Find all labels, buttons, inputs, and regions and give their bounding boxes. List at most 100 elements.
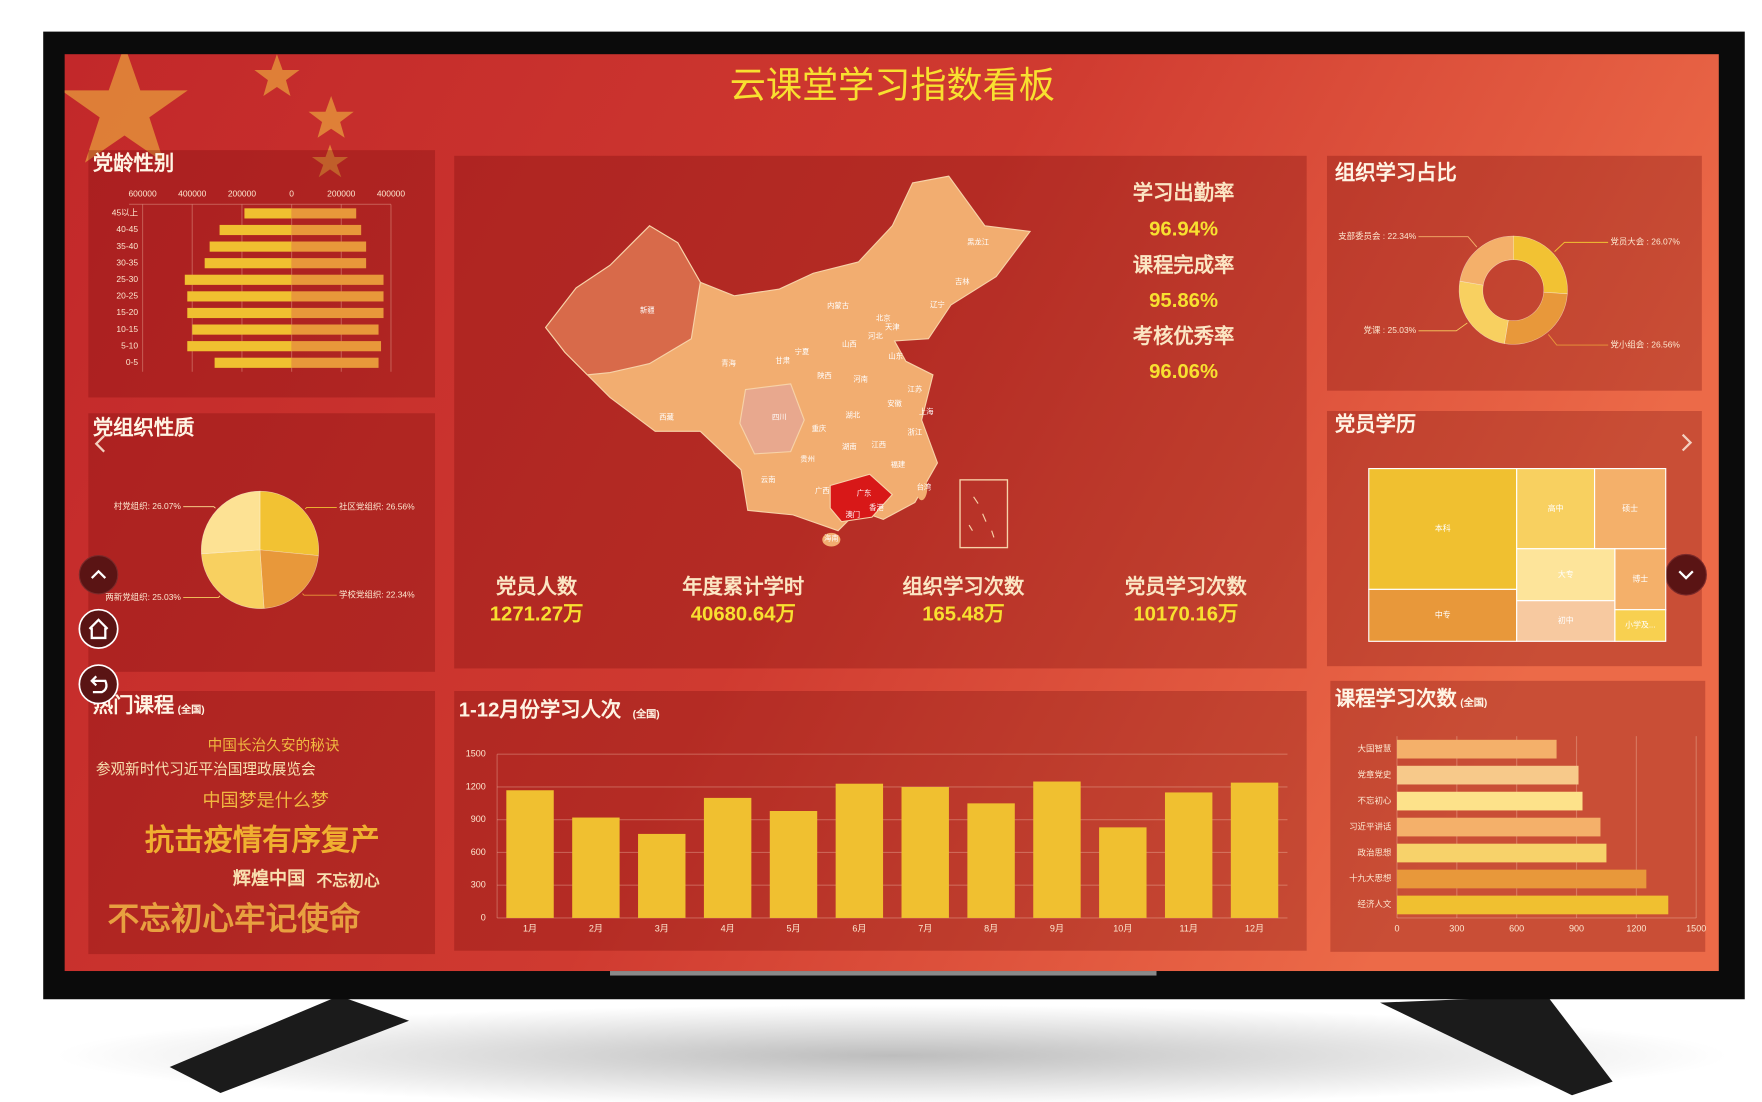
- province-label: 西藏: [659, 413, 674, 422]
- treemap-label: 小学及...: [1625, 620, 1655, 630]
- hot-word: 中国长治久安的秘诀: [208, 737, 340, 754]
- x-tick-label: 1500: [1686, 924, 1706, 934]
- x-tick-label: 9月: [1050, 924, 1064, 934]
- bar: [184, 274, 292, 285]
- bar: [1099, 827, 1147, 918]
- tv-stand-right: [1380, 995, 1613, 1096]
- treemap-cell: [1516, 468, 1596, 550]
- kpi-value: 96.06%: [1149, 361, 1218, 383]
- bar: [244, 208, 292, 219]
- panel-title: 党员学历: [1335, 412, 1416, 436]
- kpi-label: 考核优秀率: [1133, 324, 1235, 348]
- next-arrow[interactable]: [1681, 433, 1693, 452]
- x-tick-label: 400000: [377, 188, 406, 198]
- scroll-up-button[interactable]: [78, 554, 119, 595]
- x-tick-label: 12月: [1245, 924, 1264, 934]
- panel-subtitle: (全国): [1460, 696, 1487, 709]
- pie-slice: [259, 490, 319, 556]
- icon-back: [90, 675, 108, 694]
- star: [254, 54, 300, 96]
- y-tick-label: 900: [471, 814, 486, 824]
- charts: 600000 400000 200000 0 200000 400000 45以上 40-45…: [105, 188, 1706, 933]
- panel-subtitle: (全国): [633, 707, 660, 720]
- province-label: 云南: [761, 475, 776, 484]
- back-button[interactable]: [78, 664, 119, 705]
- slice-label: 学校党组织: 22.34%: [339, 589, 415, 599]
- bar: [1396, 791, 1583, 811]
- panel-title: 1-12月份学习人次: [459, 698, 622, 722]
- panel-title: 课程学习次数: [1335, 686, 1458, 710]
- star: [64, 54, 188, 163]
- slice-label: 党课 : 25.03%: [1364, 325, 1417, 335]
- bar: [291, 341, 382, 352]
- bar: [1396, 817, 1601, 837]
- hot-word: 辉煌中国: [233, 867, 305, 888]
- label-line: [1418, 236, 1478, 248]
- star: [311, 144, 349, 178]
- bar: [901, 786, 949, 918]
- map-region: [544, 225, 701, 376]
- label-line: [302, 593, 337, 596]
- y-tick-label: 25-30: [116, 274, 138, 284]
- province-label: 安徽: [887, 399, 902, 408]
- y-tick-label: 大国智慧: [1358, 743, 1392, 753]
- province-label: 湖南: [842, 442, 857, 451]
- prev-arrow[interactable]: [94, 435, 105, 453]
- treemap-label: 高中: [1548, 503, 1564, 513]
- bar: [967, 803, 1015, 918]
- y-tick-label: 45以上: [112, 208, 139, 218]
- scroll-down-button[interactable]: [1665, 553, 1707, 596]
- treemap-label: 博士: [1632, 573, 1648, 583]
- label-line: [183, 595, 221, 598]
- x-tick-label: 600: [1509, 924, 1524, 934]
- home-button[interactable]: [78, 608, 119, 649]
- donut-slice: [1459, 235, 1514, 286]
- province-label: 江西: [871, 440, 886, 449]
- x-tick-label: 7月: [918, 924, 932, 934]
- province-label: 辽宁: [930, 300, 945, 309]
- bar: [1396, 869, 1647, 889]
- stat-label: 党员人数: [496, 575, 578, 599]
- pie-slice: [201, 490, 261, 555]
- stat-label: 组织学习次数: [902, 575, 1025, 599]
- y-tick-label: 10-15: [116, 324, 138, 334]
- bar: [572, 817, 620, 918]
- y-tick-label: 30-35: [116, 257, 138, 267]
- map-island: [822, 532, 841, 547]
- x-tick-label: 200000: [327, 188, 356, 198]
- y-tick-label: 不忘初心: [1358, 795, 1392, 805]
- province-label: 青海: [721, 359, 736, 368]
- bar: [703, 797, 752, 918]
- dashboard-title: 云课堂学习指数看板: [730, 65, 1055, 106]
- province-label: 山东: [888, 352, 903, 361]
- slice-label: 支部委员会 : 22.34%: [1338, 231, 1416, 241]
- slice-label: 党小组会 : 26.56%: [1610, 339, 1680, 349]
- bar: [187, 291, 292, 302]
- pie-slice: [259, 549, 319, 609]
- bar: [291, 274, 384, 285]
- bar: [187, 307, 292, 319]
- y-tick-label: 政治思想: [1358, 847, 1392, 857]
- bar: [1230, 782, 1279, 918]
- stat-value: 40680.64万: [691, 604, 796, 626]
- bar: [638, 833, 686, 918]
- icon-down: [1678, 570, 1694, 580]
- panel-subtitles: (全国) (全国) (全国): [178, 696, 1488, 720]
- stat-value: 165.48万: [922, 604, 1004, 626]
- panel: [88, 150, 436, 398]
- x-tick-label: 0: [1394, 924, 1399, 934]
- treemap-label: 初中: [1558, 615, 1574, 625]
- province-label: 内蒙古: [827, 301, 849, 310]
- bar: [192, 324, 292, 335]
- tv-logo-bar: [610, 971, 1157, 976]
- kpi-label: 课程完成率: [1133, 253, 1235, 277]
- slice-label: 两新党组织: 25.03%: [105, 592, 181, 602]
- x-tick-label: 5月: [786, 924, 800, 934]
- hot-word: 不忘初心牢记使命: [108, 901, 361, 937]
- y-tick-label: 1500: [466, 749, 486, 759]
- label-line: [304, 506, 337, 510]
- hot-word: 参观新时代习近平治国理政展览会: [96, 761, 316, 778]
- icon-home: [88, 618, 109, 640]
